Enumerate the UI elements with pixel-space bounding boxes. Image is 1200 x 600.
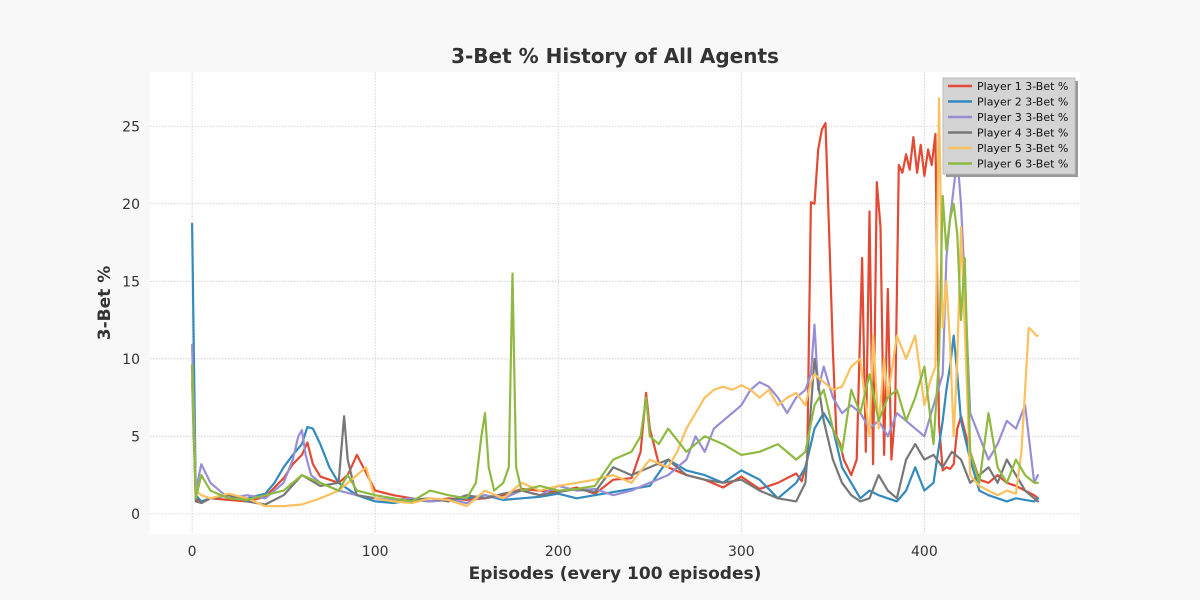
series-line-player-4 (191, 357, 1040, 506)
x-tick-label: 100 (362, 544, 389, 560)
axis-ticks: 0 100 200 300 400 0 5 10 15 20 25 (122, 119, 938, 560)
legend: Player 1 3-Bet % Player 2 3-Bet % Player 3… (942, 77, 1078, 177)
plot-area (150, 72, 1080, 534)
legend-items: Player 1 3-Bet % Player 2 3-Bet % Player 3… (948, 80, 1068, 171)
x-axis-label: Episodes (every 100 episodes) (469, 564, 762, 584)
legend-label-player-1: Player 1 3-Bet % (977, 80, 1068, 93)
y-tick-label: 10 (122, 352, 140, 368)
y-axis-label: 3-Bet % (95, 266, 115, 340)
x-tick-label: 0 (188, 544, 197, 560)
legend-label-player-3: Player 3 3-Bet % (977, 111, 1068, 124)
y-tick-label: 15 (122, 274, 140, 290)
legend-box (942, 77, 1076, 175)
y-tick-label: 25 (122, 119, 140, 135)
x-tick-label: 200 (545, 544, 572, 560)
x-tick-label: 300 (728, 544, 755, 560)
series-line-player-5 (191, 97, 1040, 508)
y-tick-label: 5 (131, 429, 140, 445)
chart-title: 3-Bet % History of All Agents (451, 44, 779, 68)
x-tick-label: 400 (911, 544, 938, 560)
y-tick-label: 0 (131, 507, 140, 523)
grid (150, 72, 1080, 534)
series-line-player-6 (191, 194, 1040, 503)
series-lines (191, 97, 1040, 508)
legend-label-player-2: Player 2 3-Bet % (977, 96, 1068, 109)
legend-label-player-6: Player 6 3-Bet % (977, 158, 1068, 171)
legend-label-player-4: Player 4 3-Bet % (977, 127, 1068, 140)
legend-label-player-5: Player 5 3-Bet % (977, 142, 1068, 155)
y-tick-label: 20 (122, 197, 140, 213)
